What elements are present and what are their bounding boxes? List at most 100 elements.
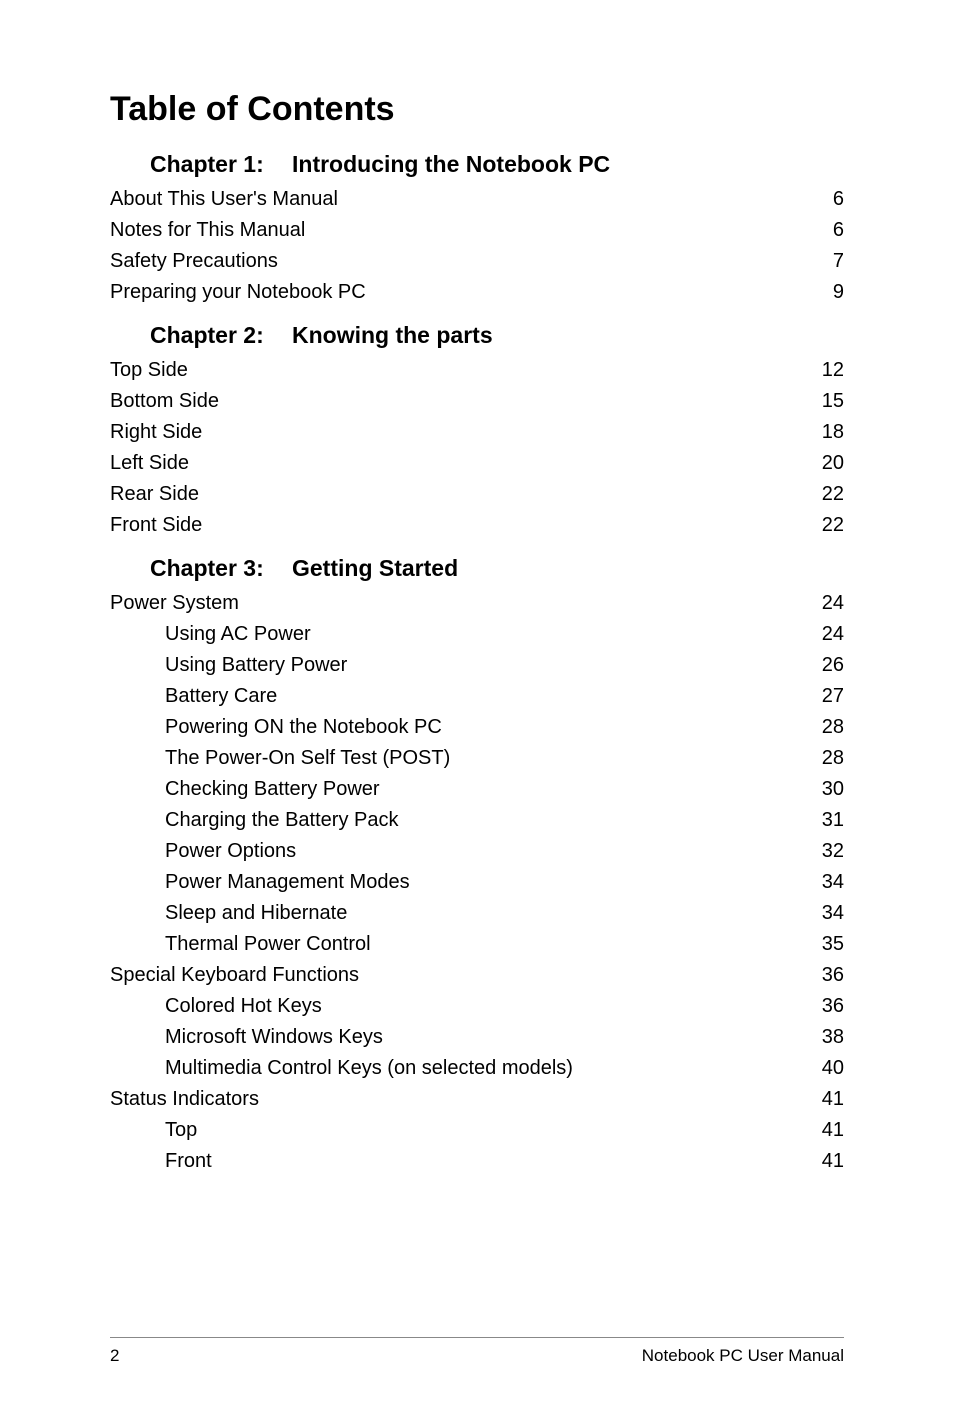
toc-page-number: 9 bbox=[822, 277, 844, 308]
toc-row: Notes for This Manual6 bbox=[110, 215, 844, 246]
toc-label: Multimedia Control Keys (on selected mod… bbox=[165, 1053, 573, 1084]
toc-label: Preparing your Notebook PC bbox=[110, 277, 366, 308]
toc-row: Sleep and Hibernate 34 bbox=[165, 898, 844, 929]
toc-row: Thermal Power Control 35 bbox=[165, 929, 844, 960]
toc-page-number: 6 bbox=[822, 184, 844, 215]
toc-label: Microsoft Windows Keys bbox=[165, 1022, 383, 1053]
toc-label: Right Side bbox=[110, 417, 202, 448]
chapter-heading: Chapter 1:Introducing the Notebook PC bbox=[150, 151, 844, 178]
toc-label: Front Side bbox=[110, 510, 202, 541]
toc-label: Top bbox=[165, 1115, 227, 1146]
toc-row: Microsoft Windows Keys 38 bbox=[165, 1022, 844, 1053]
toc-page-number: 31 bbox=[822, 805, 844, 836]
toc-label: Using Battery Power bbox=[165, 650, 347, 681]
toc-page-number: 28 bbox=[822, 712, 844, 743]
toc-row: Front Side 22 bbox=[110, 510, 844, 541]
page-title: Table of Contents bbox=[110, 90, 844, 129]
chapter-title: Introducing the Notebook PC bbox=[292, 151, 610, 177]
toc-label: Power Management Modes bbox=[165, 867, 410, 898]
toc-row: Right Side 18 bbox=[110, 417, 844, 448]
toc-label: The Power-On Self Test (POST) bbox=[165, 743, 450, 774]
toc-body: Chapter 1:Introducing the Notebook PC Abo… bbox=[110, 151, 844, 1177]
toc-row: About This User's Manual 6 bbox=[110, 184, 844, 215]
page-footer: 2 Notebook PC User Manual bbox=[110, 1337, 844, 1366]
toc-row: Top 41 bbox=[165, 1115, 844, 1146]
toc-page-number: 15 bbox=[822, 386, 844, 417]
toc-label: Sleep and Hibernate bbox=[165, 898, 347, 929]
toc-row: Charging the Battery Pack 31 bbox=[165, 805, 844, 836]
toc-row: Power System24 bbox=[110, 588, 844, 619]
chapter-heading: Chapter 3:Getting Started bbox=[150, 555, 844, 582]
toc-page-number: 38 bbox=[822, 1022, 844, 1053]
toc-label: Charging the Battery Pack bbox=[165, 805, 398, 836]
page: Table of Contents Chapter 1:Introducing … bbox=[0, 0, 954, 1418]
toc-row: Left Side 20 bbox=[110, 448, 844, 479]
toc-label: Status Indicators bbox=[110, 1084, 259, 1115]
chapter-label: Chapter 3: bbox=[150, 555, 292, 582]
chapter-title: Knowing the parts bbox=[292, 322, 493, 348]
toc-row: Top Side12 bbox=[110, 355, 844, 386]
toc-label: Battery Care bbox=[165, 681, 277, 712]
toc-page-number: 22 bbox=[822, 479, 844, 510]
toc-label: About This User's Manual bbox=[110, 184, 338, 215]
toc-page-number: 24 bbox=[822, 588, 844, 619]
toc-label: Thermal Power Control bbox=[165, 929, 371, 960]
toc-row: Using AC Power 24 bbox=[165, 619, 844, 650]
toc-row: Power Management Modes 34 bbox=[165, 867, 844, 898]
toc-row: The Power-On Self Test (POST) 28 bbox=[165, 743, 844, 774]
toc-label: Colored Hot Keys bbox=[165, 991, 322, 1022]
toc-row: Powering ON the Notebook PC 28 bbox=[165, 712, 844, 743]
toc-row: Status Indicators 41 bbox=[110, 1084, 844, 1115]
toc-page-number: 34 bbox=[822, 867, 844, 898]
toc-label: Checking Battery Power bbox=[165, 774, 380, 805]
footer-page-number: 2 bbox=[110, 1346, 119, 1366]
toc-label: Notes for This Manual bbox=[110, 215, 305, 246]
toc-row: Battery Care 27 bbox=[165, 681, 844, 712]
toc-page-number: 36 bbox=[822, 991, 844, 1022]
toc-label: Left Side bbox=[110, 448, 189, 479]
toc-label: Powering ON the Notebook PC bbox=[165, 712, 442, 743]
chapter-label: Chapter 2: bbox=[150, 322, 292, 349]
chapter-heading: Chapter 2:Knowing the parts bbox=[150, 322, 844, 349]
toc-page-number: 27 bbox=[822, 681, 844, 712]
toc-row: Preparing your Notebook PC 9 bbox=[110, 277, 844, 308]
toc-label: Power Options bbox=[165, 836, 296, 867]
toc-row: Safety Precautions 7 bbox=[110, 246, 844, 277]
chapter-title: Getting Started bbox=[292, 555, 458, 581]
toc-label: Front bbox=[165, 1146, 227, 1177]
toc-row: Special Keyboard Functions 36 bbox=[110, 960, 844, 991]
toc-page-number: 40 bbox=[822, 1053, 844, 1084]
toc-page-number: 12 bbox=[822, 355, 844, 386]
toc-page-number: 41 bbox=[822, 1084, 844, 1115]
toc-page-number: 34 bbox=[822, 898, 844, 929]
chapter-label: Chapter 1: bbox=[150, 151, 292, 178]
toc-page-number: 41 bbox=[822, 1146, 844, 1177]
footer-doc-title: Notebook PC User Manual bbox=[642, 1346, 844, 1366]
toc-page-number: 20 bbox=[822, 448, 844, 479]
toc-sublabel-prefix: Top bbox=[165, 1115, 227, 1146]
toc-page-number: 24 bbox=[822, 619, 844, 650]
toc-row: Power Options 32 bbox=[165, 836, 844, 867]
toc-label: Special Keyboard Functions bbox=[110, 960, 359, 991]
toc-page-number: 32 bbox=[822, 836, 844, 867]
toc-row: Rear Side 22 bbox=[110, 479, 844, 510]
toc-page-number: 18 bbox=[822, 417, 844, 448]
toc-row: Multimedia Control Keys (on selected mod… bbox=[165, 1053, 844, 1084]
toc-row: Checking Battery Power 30 bbox=[165, 774, 844, 805]
toc-label: Using AC Power bbox=[165, 619, 311, 650]
toc-page-number: 30 bbox=[822, 774, 844, 805]
toc-row: Colored Hot Keys 36 bbox=[165, 991, 844, 1022]
toc-row: Bottom Side 15 bbox=[110, 386, 844, 417]
toc-sublabel-prefix: Front bbox=[165, 1146, 227, 1177]
toc-page-number: 36 bbox=[822, 960, 844, 991]
toc-label: Bottom Side bbox=[110, 386, 219, 417]
toc-page-number: 35 bbox=[822, 929, 844, 960]
toc-row: Using Battery Power 26 bbox=[165, 650, 844, 681]
toc-page-number: 26 bbox=[822, 650, 844, 681]
toc-page-number: 7 bbox=[822, 246, 844, 277]
toc-label: Safety Precautions bbox=[110, 246, 278, 277]
toc-page-number: 22 bbox=[822, 510, 844, 541]
toc-page-number: 28 bbox=[822, 743, 844, 774]
toc-label: Rear Side bbox=[110, 479, 199, 510]
toc-page-number: 41 bbox=[822, 1115, 844, 1146]
